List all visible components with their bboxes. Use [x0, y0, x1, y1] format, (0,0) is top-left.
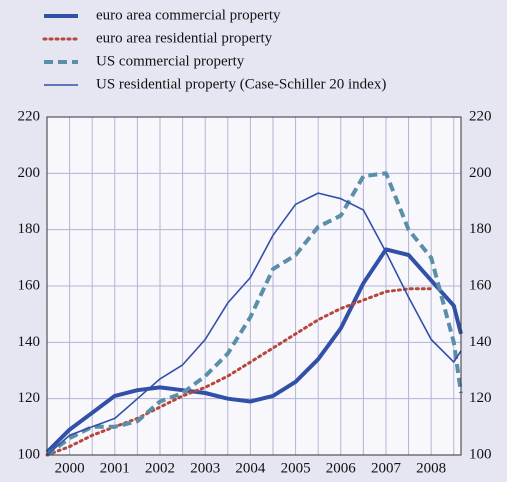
legend-label: euro area residential property: [96, 30, 273, 46]
x-tick-label: 2001: [100, 460, 130, 476]
y2-tick-label: 120: [469, 390, 492, 406]
y2-tick-label: 200: [469, 165, 492, 181]
x-tick-label: 2004: [235, 460, 266, 476]
legend-label: US commercial property: [96, 53, 245, 69]
y-tick-label: 120: [18, 390, 41, 406]
series-line: [45, 171, 463, 457]
series-line: [45, 247, 463, 454]
plot-border: [46, 116, 462, 456]
y-tick-label: 100: [18, 446, 41, 462]
x-tick-label: 2003: [190, 460, 220, 476]
y2-tick-label: 160: [469, 277, 492, 293]
y-tick-label: 180: [18, 221, 41, 237]
legend-label: US residential property (Case-Schiller 2…: [96, 76, 386, 92]
x-tick-label: 2002: [145, 460, 175, 476]
x-tick-label: 2000: [55, 460, 85, 476]
y-tick-label: 200: [18, 165, 41, 181]
x-tick-label: 2005: [281, 460, 311, 476]
y-tick-label: 160: [18, 277, 41, 293]
legend-label: euro area commercial property: [96, 7, 281, 23]
y2-tick-label: 180: [469, 221, 492, 237]
y-tick-label: 220: [18, 108, 41, 124]
x-tick-label: 2008: [416, 460, 446, 476]
y2-tick-label: 140: [469, 334, 492, 350]
x-tick-label: 2006: [326, 460, 357, 476]
series-line: [46, 192, 462, 456]
x-tick-label: 2007: [371, 460, 402, 476]
y2-tick-label: 100: [469, 446, 492, 462]
y2-tick-label: 220: [469, 108, 492, 124]
y-tick-label: 140: [18, 334, 41, 350]
